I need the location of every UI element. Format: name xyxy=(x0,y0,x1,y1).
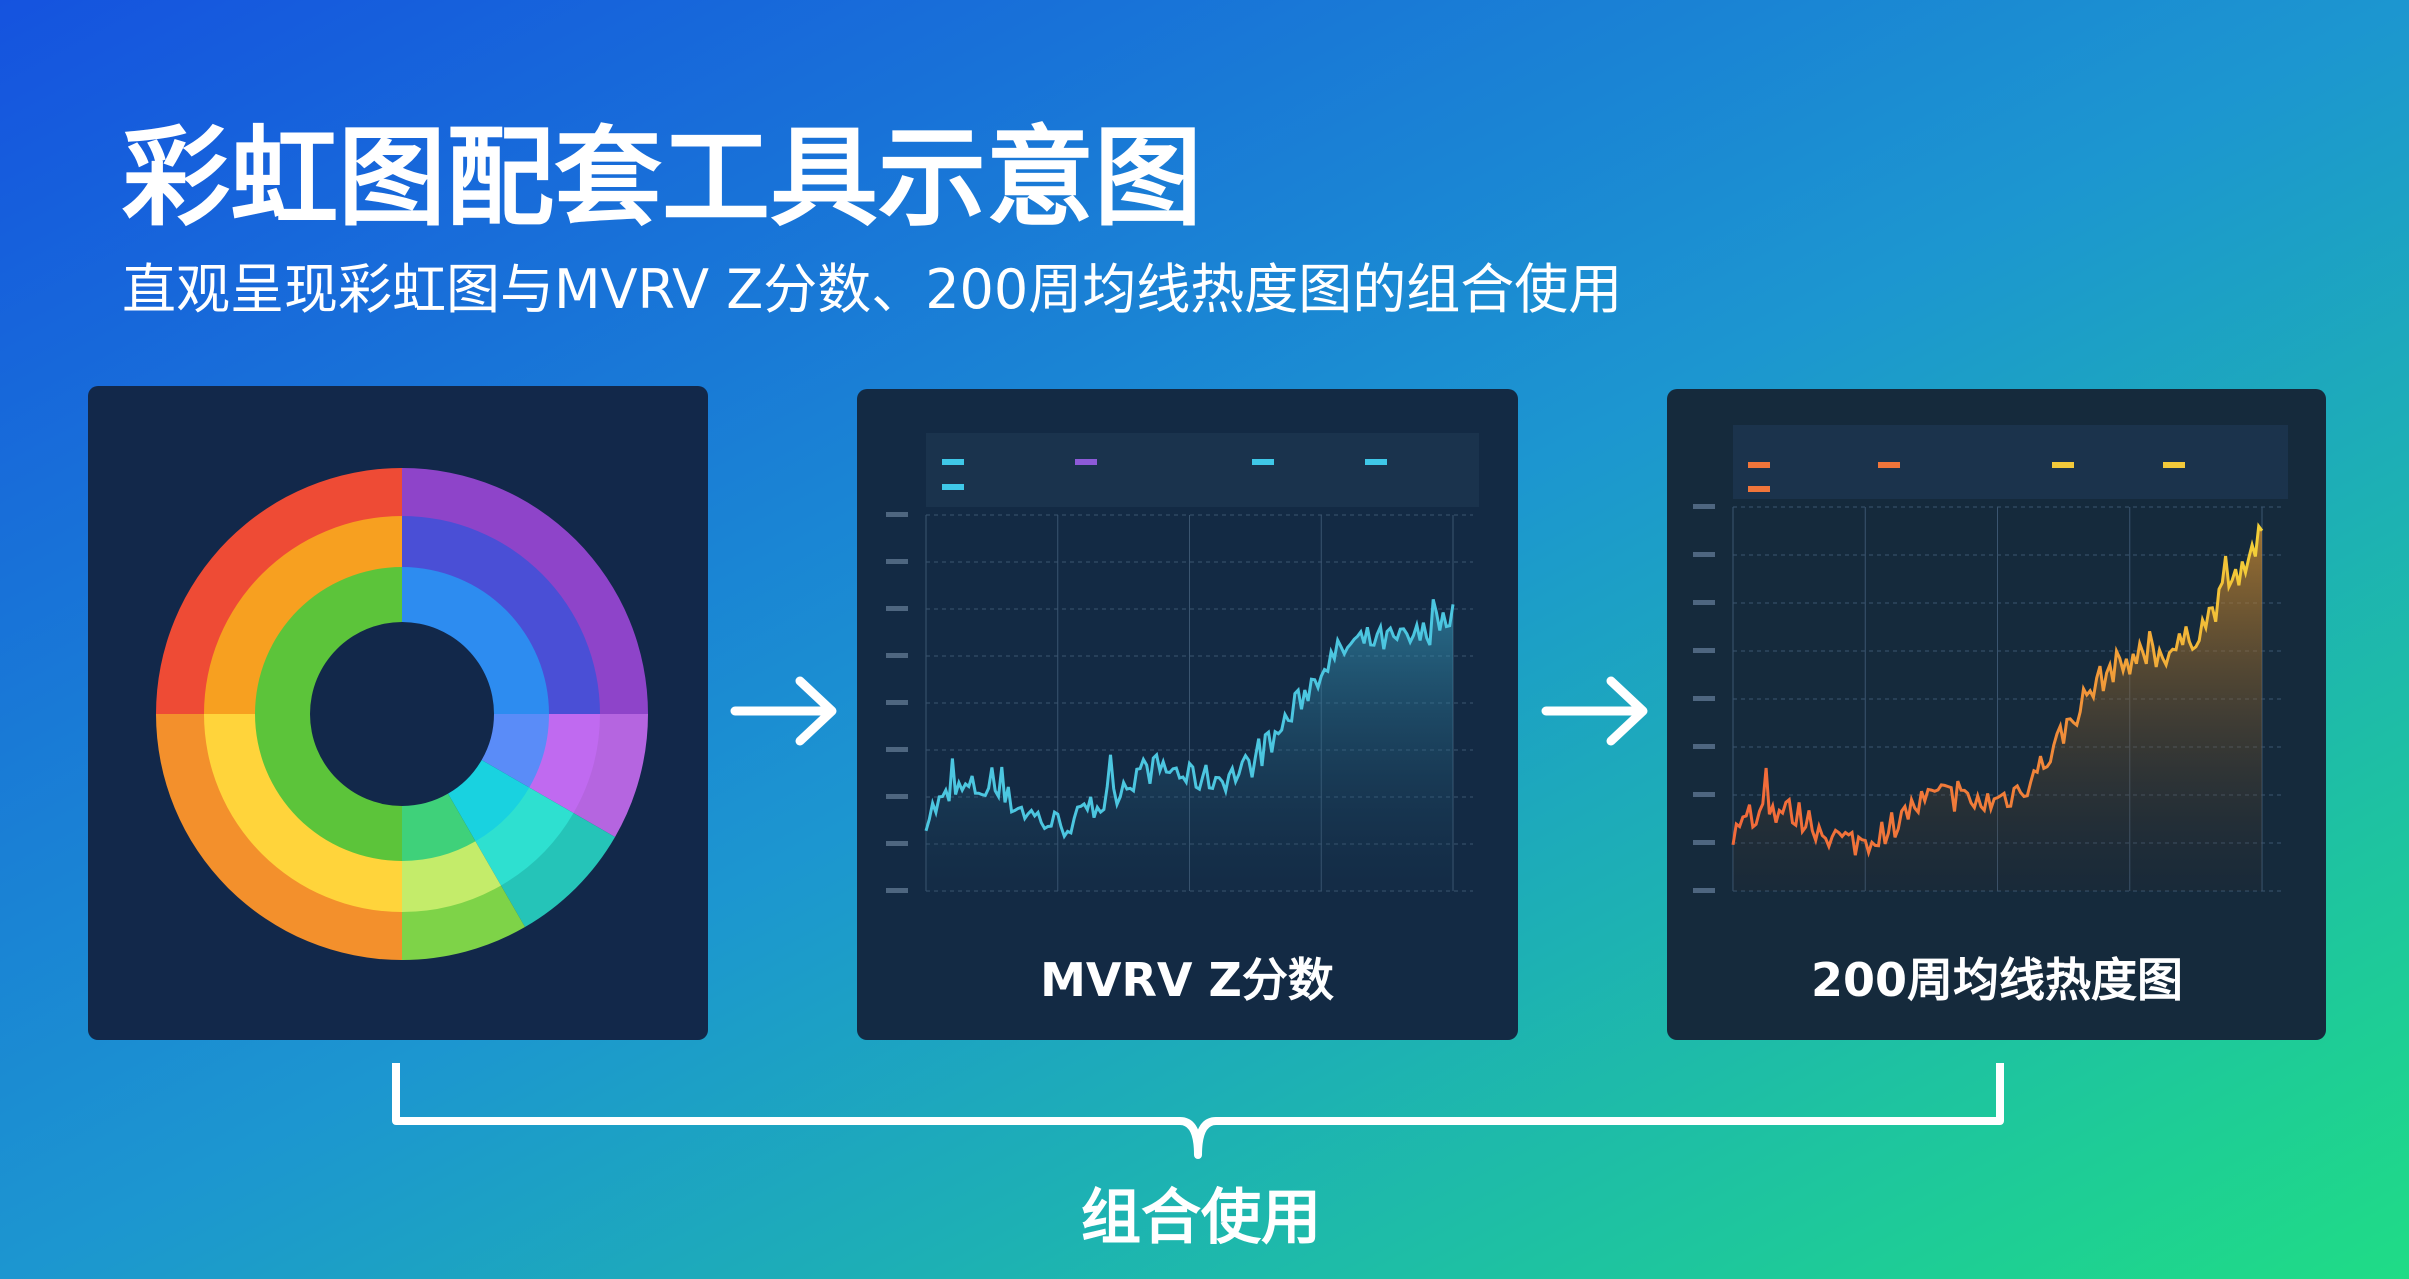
legend-swatch xyxy=(1748,486,1770,492)
donut-segment xyxy=(402,567,549,714)
tick-placeholder xyxy=(1693,696,1715,701)
legend-swatch xyxy=(1075,459,1097,465)
tick-placeholder xyxy=(886,747,908,752)
tick-placeholder xyxy=(1693,888,1715,893)
donut-segment xyxy=(402,793,476,861)
tick-placeholder xyxy=(1693,504,1715,509)
tick-placeholder xyxy=(886,559,908,564)
legend-box xyxy=(926,433,1479,507)
donut-segment xyxy=(475,787,574,886)
tick-placeholder xyxy=(1693,840,1715,845)
legend-swatch xyxy=(1365,459,1387,465)
legend-swatch xyxy=(942,459,964,465)
legend-swatch xyxy=(2052,462,2074,468)
arrow xyxy=(1541,676,1648,746)
donut-segment xyxy=(255,567,402,861)
area xyxy=(1733,526,2262,891)
tick-placeholder xyxy=(886,512,908,517)
tick-placeholder xyxy=(886,700,908,705)
legend-swatch xyxy=(942,484,964,490)
legend-swatch xyxy=(1878,462,1900,468)
donut-segment xyxy=(402,516,600,714)
tick-placeholder xyxy=(1693,648,1715,653)
donut-segment xyxy=(481,714,549,788)
donut-segment xyxy=(204,714,402,912)
donut-segment xyxy=(572,714,648,837)
line xyxy=(924,599,1455,840)
legend-swatch xyxy=(1252,459,1274,465)
tick-placeholder xyxy=(1693,600,1715,605)
arrows xyxy=(730,676,1648,746)
donut-segment xyxy=(448,760,530,842)
tick-placeholder xyxy=(886,841,908,846)
donut-segment xyxy=(156,468,402,714)
donut-segment xyxy=(204,516,402,714)
donut-segment xyxy=(402,468,648,714)
tick-placeholder xyxy=(886,794,908,799)
legend-swatch xyxy=(2163,462,2185,468)
panel-label: MVRV Z分数 xyxy=(1040,953,1334,1007)
title: 彩虹图配套工具示意图 xyxy=(122,116,1202,241)
mvrv-chart xyxy=(886,433,1479,893)
panel-label: 200周均线热度图 xyxy=(1811,953,2183,1007)
tick-placeholder xyxy=(1693,744,1715,749)
tick-placeholder xyxy=(1693,792,1715,797)
donut-segment xyxy=(156,714,402,960)
heatmap-chart xyxy=(1693,425,2288,893)
line xyxy=(1731,522,2264,858)
rainbow-donut xyxy=(156,468,648,960)
footer-label: 组合使用 xyxy=(1081,1183,1321,1253)
arrow xyxy=(730,676,837,746)
subtitle: 直观呈现彩虹图与MVRV Z分数、200周均线热度图的组合使用 xyxy=(122,258,1622,321)
tick-placeholder xyxy=(886,606,908,611)
legend-swatch xyxy=(1748,462,1770,468)
tick-placeholder xyxy=(886,888,908,893)
donut-segment xyxy=(500,812,616,928)
tick-placeholder xyxy=(886,653,908,658)
bracket xyxy=(392,1063,2004,1159)
legend-box xyxy=(1733,425,2288,499)
donut-segment xyxy=(402,884,525,960)
tick-placeholder xyxy=(1693,552,1715,557)
